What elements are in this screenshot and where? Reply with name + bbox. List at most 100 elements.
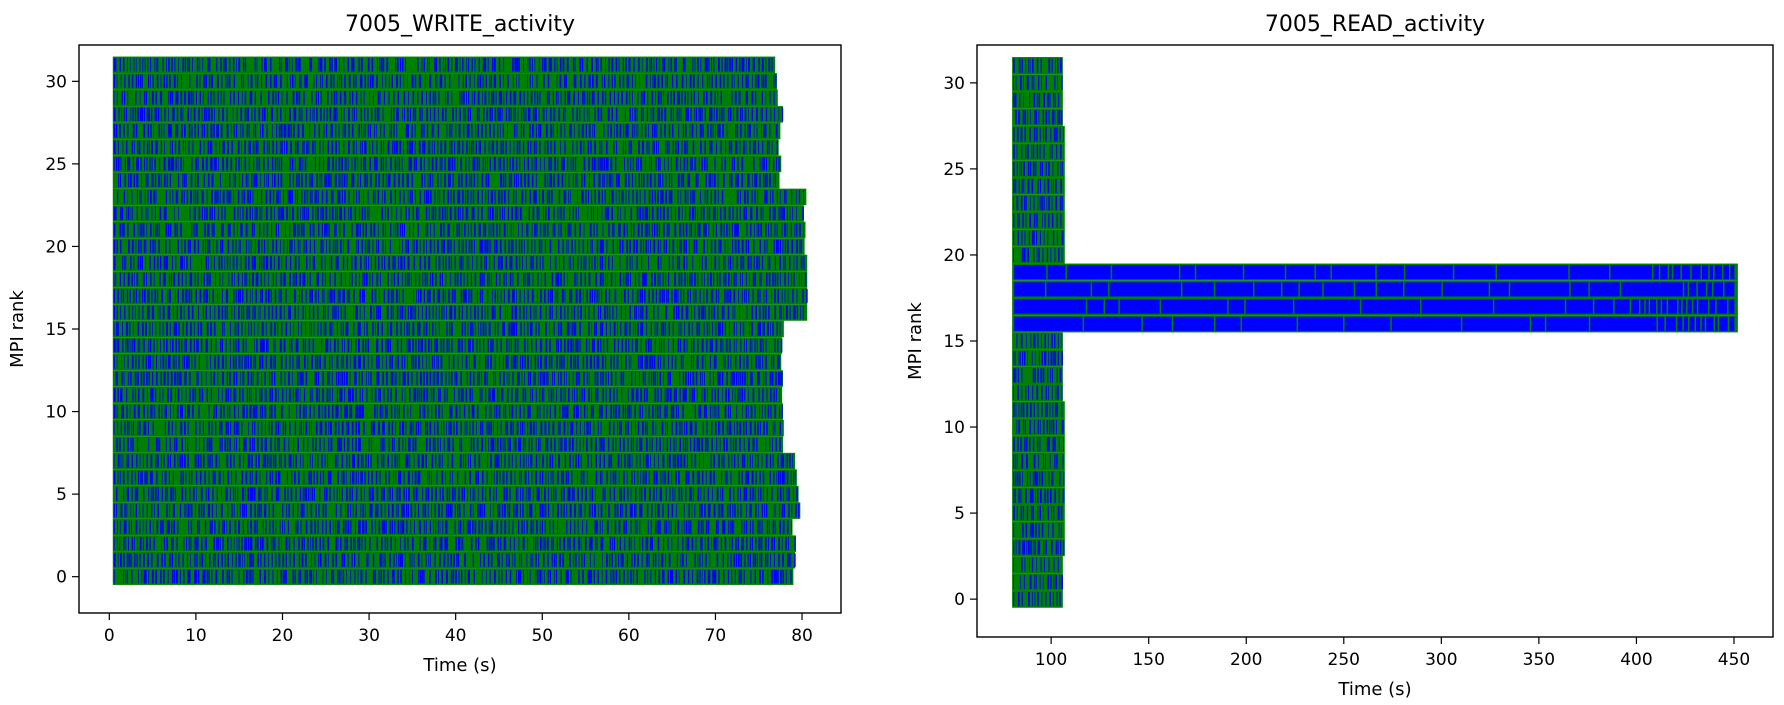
- operation-block: [327, 305, 329, 320]
- operation-block: [335, 503, 337, 518]
- operation-block: [604, 305, 606, 320]
- operation-block: [289, 305, 291, 320]
- operation-block: [197, 520, 199, 534]
- operation-block: [116, 355, 118, 369]
- operation-block: [390, 371, 392, 386]
- operation-block: [754, 487, 756, 501]
- operation-block: [735, 536, 737, 551]
- operation-block: [356, 487, 358, 501]
- operation-block: [413, 454, 415, 468]
- operation-block: [306, 503, 308, 518]
- operation-block: [737, 454, 739, 468]
- operation-block: [594, 256, 596, 270]
- operation-block: [248, 305, 251, 320]
- operation-block: [154, 239, 156, 254]
- operation-block: [250, 520, 252, 534]
- operation-block: [205, 289, 208, 303]
- operation-block: [691, 305, 692, 320]
- operation-block: [646, 322, 648, 336]
- operation-block: [262, 454, 264, 468]
- operation-block: [653, 470, 656, 485]
- operation-block: [254, 503, 256, 518]
- operation-block: [755, 305, 757, 320]
- operation-block: [177, 206, 179, 221]
- operation-block: [765, 371, 767, 386]
- operation-block: [655, 289, 658, 303]
- operation-block: [394, 404, 396, 419]
- operation-block: [144, 272, 146, 287]
- operation-block: [433, 239, 435, 254]
- operation-block: [188, 289, 190, 303]
- operation-block: [306, 569, 308, 584]
- operation-block: [715, 322, 717, 336]
- operation-block: [329, 322, 331, 336]
- operation-block: [556, 470, 559, 485]
- operation-block: [699, 404, 702, 419]
- operation-block: [542, 371, 544, 386]
- operation-block: [663, 569, 665, 584]
- operation-block: [224, 322, 225, 336]
- operation-block: [267, 173, 269, 188]
- operation-block: [401, 388, 403, 402]
- operation-block: [626, 322, 628, 336]
- operation-block: [571, 437, 574, 452]
- operation-block: [747, 239, 750, 254]
- operation-block: [527, 421, 529, 435]
- operation-block: [214, 470, 216, 485]
- operation-block: [728, 272, 730, 287]
- operation-block: [746, 289, 747, 303]
- operation-block: [662, 454, 665, 468]
- operation-block: [148, 338, 149, 353]
- operation-block: [643, 206, 645, 221]
- operation-block: [733, 289, 736, 303]
- operation-block: [499, 371, 501, 386]
- operation-block: [480, 223, 481, 237]
- operation-block: [155, 190, 157, 204]
- operation-block: [360, 503, 362, 518]
- operation-block: [654, 355, 656, 369]
- operation-block: [563, 421, 566, 435]
- operation-block: [500, 454, 502, 468]
- operation-block: [480, 239, 483, 254]
- rank-row-24: [112, 172, 780, 189]
- operation-block: [539, 470, 541, 485]
- chart-title: 7005_WRITE_activity: [345, 12, 575, 37]
- operation-block: [591, 487, 594, 501]
- operation-block: [627, 437, 629, 452]
- operation-block: [736, 256, 738, 270]
- operation-block: [640, 239, 642, 254]
- operation-block: [385, 520, 387, 534]
- operation-block: [429, 520, 431, 534]
- operation-block: [594, 503, 597, 518]
- operation-block: [735, 437, 737, 452]
- operation-block: [137, 437, 139, 452]
- operation-block: [569, 190, 571, 204]
- operation-block: [285, 223, 286, 237]
- operation-block: [251, 487, 254, 501]
- operation-block: [745, 404, 748, 419]
- operation-block: [198, 388, 201, 402]
- operation-block: [608, 454, 611, 468]
- operation-block: [424, 256, 426, 270]
- operation-block: [750, 206, 753, 221]
- operation-block: [215, 272, 217, 287]
- operation-block: [406, 454, 409, 468]
- operation-block: [231, 470, 233, 485]
- operation-block: [779, 487, 782, 501]
- operation-block: [348, 454, 351, 468]
- operation-block: [193, 190, 195, 204]
- operation-block: [417, 322, 419, 336]
- operation-block: [225, 421, 228, 435]
- operation-block: [304, 388, 306, 402]
- operation-block: [460, 289, 463, 303]
- operation-block: [739, 305, 740, 320]
- operation-block: [284, 569, 286, 584]
- operation-block: [598, 404, 601, 419]
- operation-block: [336, 487, 338, 501]
- operation-block: [221, 421, 223, 435]
- operation-block: [410, 272, 412, 287]
- operation-block: [229, 371, 231, 386]
- operation-block: [312, 569, 314, 584]
- operation-block: [232, 487, 235, 501]
- operation-block: [799, 239, 801, 254]
